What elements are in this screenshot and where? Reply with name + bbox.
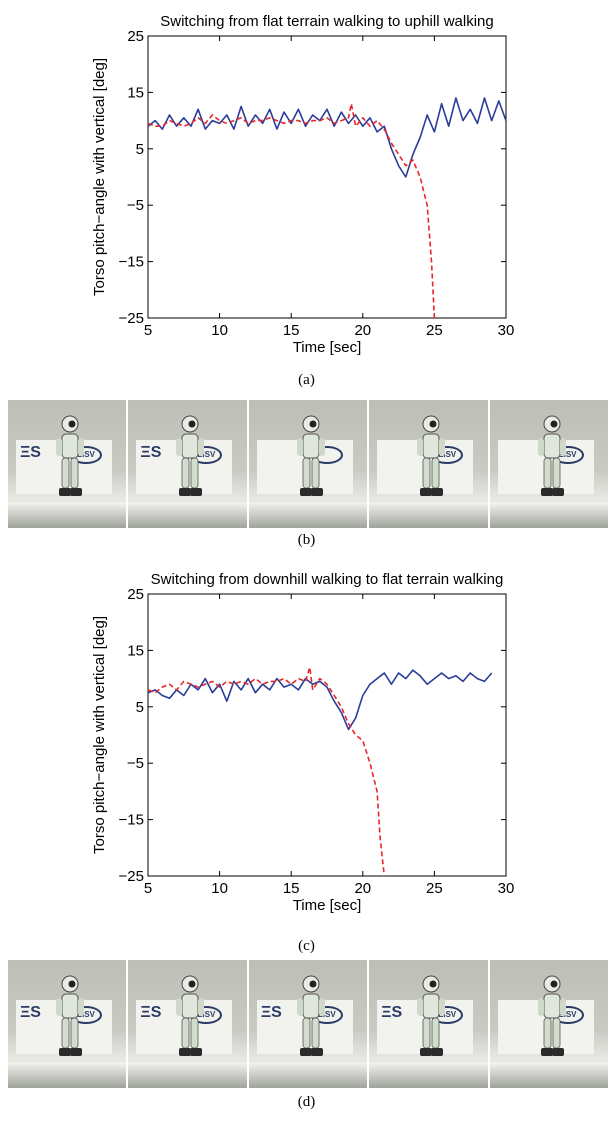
es-logo: ΞS: [20, 1004, 41, 1021]
robot-photo-frame: ΞS LISV: [369, 960, 488, 1088]
series-line-solid: [147, 669, 493, 731]
walking-surface: [248, 1062, 368, 1088]
caption-b: (b): [297, 532, 316, 548]
y-tick-label: −5: [127, 197, 144, 214]
walking-surface: [489, 1062, 609, 1088]
y-tick-label: 15: [127, 84, 144, 101]
robot-photo-frame: ΞS LISV: [8, 960, 127, 1088]
chart-title: Switching from flat terrain walking to u…: [160, 13, 493, 30]
robot-photo-frame: ΞS LISV: [128, 400, 247, 528]
x-tick-label: 20: [354, 880, 371, 897]
x-tick-label: 20: [354, 322, 371, 339]
y-tick-label: 5: [136, 141, 144, 158]
robot-icon: [537, 415, 566, 496]
y-tick-label: −5: [127, 755, 144, 772]
walking-surface: [369, 1062, 488, 1088]
robot-icon: [176, 975, 205, 1056]
chart-flat-to-uphill: Switching from flat terrain walking to u…: [91, 13, 515, 356]
es-logo: ΞS: [381, 1004, 403, 1021]
caption-a: (a): [298, 372, 315, 388]
y-tick-label: −25: [119, 310, 144, 327]
robot-icon: [417, 415, 446, 496]
plot-frame: [147, 35, 507, 319]
x-tick-label: 5: [144, 322, 152, 339]
x-tick-label: 10: [211, 322, 228, 339]
robot-photo-frame: ΞS LISV: [128, 960, 247, 1088]
walking-surface: [489, 502, 609, 528]
x-tick-label: 30: [498, 322, 515, 339]
y-tick-label: −15: [119, 812, 144, 829]
caption-d: (d): [297, 1094, 316, 1110]
robot-photo-frame: LISV: [489, 960, 609, 1088]
es-logo: ΞS: [140, 1004, 162, 1021]
plot-frame: [147, 593, 507, 877]
x-tick-label: 10: [211, 880, 228, 897]
series-line-dashed: [147, 102, 436, 319]
y-tick-label: 25: [127, 586, 144, 603]
es-logo: ΞS: [140, 444, 162, 461]
robot-icon: [537, 975, 566, 1056]
y-tick-label: −25: [119, 868, 144, 885]
walking-surface: [369, 502, 488, 528]
chart-title: Switching from downhill walking to flat …: [151, 571, 504, 588]
walking-surface: [8, 502, 127, 528]
walking-surface: [128, 1062, 247, 1088]
robot-icon: [176, 415, 205, 496]
y-tick-label: 5: [136, 699, 144, 716]
x-tick-label: 15: [283, 880, 300, 897]
y-axis-label: Torso pitch−angle with vertical [deg]: [91, 616, 108, 854]
walking-surface: [248, 502, 368, 528]
caption-c: (c): [298, 938, 315, 954]
y-tick-label: 25: [127, 28, 144, 45]
x-tick-label: 25: [426, 880, 443, 897]
x-tick-label: 25: [426, 322, 443, 339]
robot-icon: [56, 975, 84, 1056]
x-axis-label: Time [sec]: [293, 339, 362, 356]
walking-surface: [8, 1062, 127, 1088]
series-line-dashed: [147, 666, 386, 877]
chart-downhill-to-flat: Switching from downhill walking to flat …: [91, 571, 515, 914]
x-tick-label: 5: [144, 880, 152, 897]
x-tick-label: 15: [283, 322, 300, 339]
robot-photo-frame: ΞS LISV: [8, 400, 127, 528]
robot-photo-frame: LISV: [369, 400, 488, 528]
x-tick-label: 30: [498, 880, 515, 897]
robot-photo-frame: LISV: [489, 400, 609, 528]
series-line-solid: [147, 97, 507, 178]
robot-icon: [296, 975, 325, 1056]
photo-strip-uphill: ΞS LISV ΞS LISV LISV LISV: [8, 400, 609, 528]
walking-surface: [128, 502, 247, 528]
es-logo: ΞS: [260, 1004, 282, 1021]
robot-icon: [296, 415, 325, 496]
x-axis-label: Time [sec]: [293, 897, 362, 914]
robot-icon: [417, 975, 446, 1056]
robot-photo-frame: [248, 400, 368, 528]
photo-strip-downhill: ΞS LISV ΞS LISV ΞS LISV ΞS LISV LISV: [8, 960, 609, 1088]
robot-photo-frame: ΞS LISV: [248, 960, 368, 1088]
y-axis-label: Torso pitch−angle with vertical [deg]: [91, 58, 108, 296]
y-tick-label: 15: [127, 642, 144, 659]
robot-icon: [56, 415, 84, 496]
y-tick-label: −15: [119, 254, 144, 271]
es-logo: ΞS: [20, 444, 41, 461]
